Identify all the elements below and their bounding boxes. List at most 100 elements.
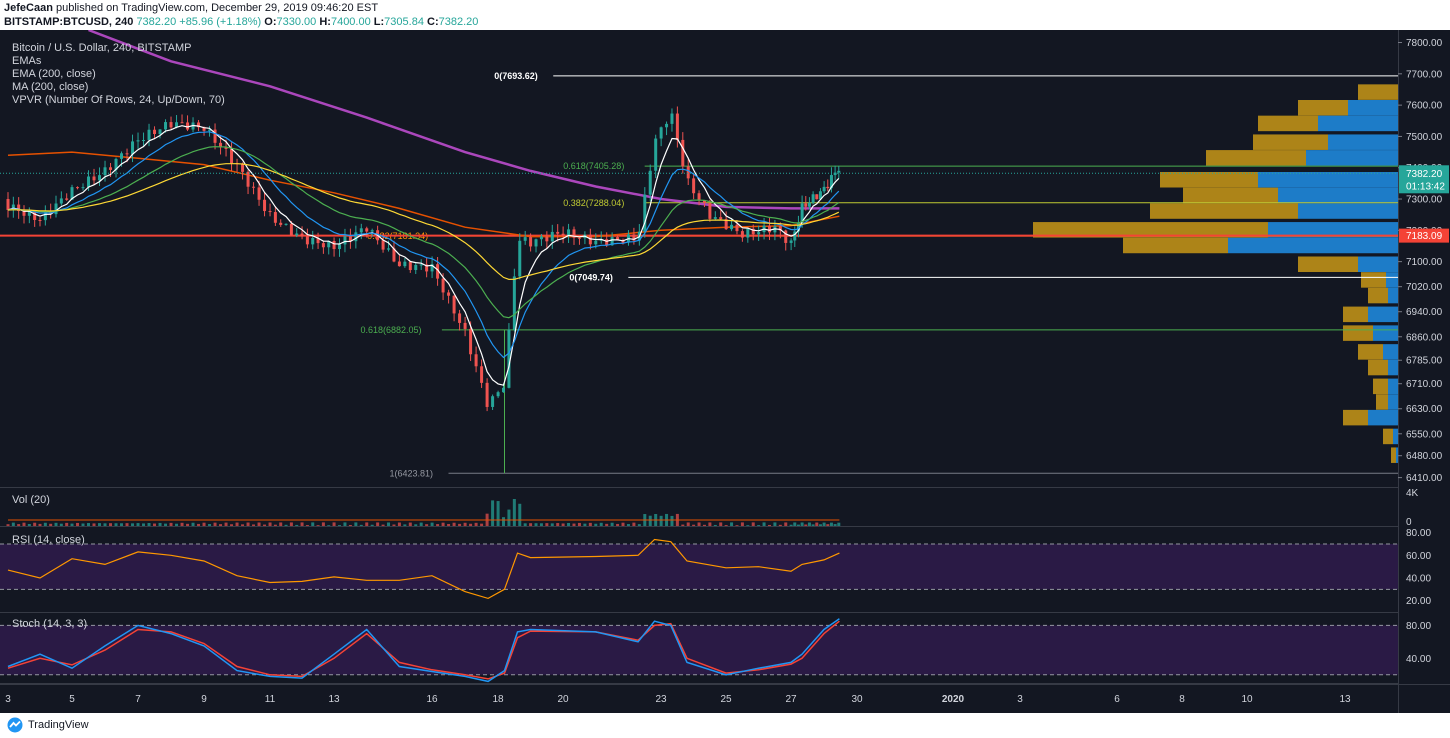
volume-bar (789, 524, 793, 526)
rsi-pane-label[interactable]: RSI (14, close) (12, 534, 85, 546)
candle-body (213, 129, 217, 143)
candle-body (730, 224, 734, 230)
legend-item-emas[interactable]: EMAs (12, 55, 42, 67)
candle-body (430, 264, 434, 272)
volume-bar (120, 523, 124, 526)
volume-bar (539, 523, 543, 526)
volume-bar (125, 523, 129, 526)
candle-body (98, 175, 102, 181)
candle-body (311, 238, 315, 245)
legend-item-ema200[interactable]: EMA (200, close) (12, 68, 96, 80)
volume-bar (605, 523, 609, 526)
vpvr-row-up (1388, 359, 1398, 376)
author-name[interactable]: JefeCaan (4, 2, 53, 14)
candle-body (186, 122, 190, 130)
legend-item-vpvr[interactable]: VPVR (Number Of Rows, 24, Up/Down, 70) (12, 94, 225, 106)
vol-pane-label[interactable]: Vol (20) (12, 494, 50, 506)
volume-bar (70, 523, 74, 526)
volume-bar (556, 523, 560, 526)
candle-body (837, 170, 841, 173)
candle-body (818, 191, 822, 200)
fib-level-label: 0.618(7405.28) (563, 161, 624, 171)
candle-body (480, 366, 484, 383)
candle-body (180, 122, 184, 124)
stoch-tick-label: 40.00 (1406, 654, 1431, 665)
volume-bar (474, 522, 478, 526)
volume-bar (724, 525, 728, 526)
candle-body (567, 229, 571, 236)
vpvr-row-up (1368, 409, 1398, 426)
volume-bar (713, 524, 717, 526)
chart-canvas[interactable]: 0(7693.62) 0.618(7405.28) 0.382(7288.04) 0.… (0, 30, 1450, 713)
legend-item-ma200[interactable]: MA (200, close) (12, 81, 89, 93)
vpvr-row-down (1160, 171, 1258, 188)
volume-bar (796, 524, 800, 526)
vpvr-row-down (1206, 150, 1306, 166)
volume-bar (740, 522, 744, 526)
chart-area[interactable]: 0(7693.62) 0.618(7405.28) 0.382(7288.04) 0.… (0, 30, 1450, 713)
volume-bar (343, 522, 347, 526)
symbol-line: BITSTAMP:BTCUSD, 240 7382.20 +85.96 (+1.… (4, 16, 478, 29)
candle-body (33, 210, 37, 221)
candle-body (463, 322, 467, 329)
fib-level-label: 1(6423.81) (390, 468, 434, 478)
candle-body (447, 292, 451, 296)
candle-body (556, 231, 560, 234)
candle-body (588, 234, 592, 245)
tradingview-logo[interactable]: TradingView (6, 717, 89, 733)
publish-text: published on TradingView.com, December 2… (52, 2, 379, 14)
candle-body (54, 203, 58, 215)
candle-body (332, 241, 336, 250)
candle-body (87, 176, 91, 188)
volume-bar (692, 524, 696, 526)
candle-body (594, 240, 598, 245)
legend-title[interactable]: Bitcoin / U.S. Dollar, 240, BITSTAMP (12, 42, 192, 54)
candle-body (403, 261, 407, 267)
candle-body (491, 396, 495, 407)
volume-bar (626, 524, 630, 526)
volume-bar (295, 524, 299, 526)
candle-body (43, 210, 47, 221)
candle-body (305, 236, 309, 245)
volume-bar (213, 522, 217, 526)
time-tick-label: 10 (1241, 694, 1253, 705)
vpvr-row-down (1376, 394, 1388, 410)
tradingview-brand: TradingView (28, 719, 89, 731)
candle-body (120, 153, 124, 159)
volume-bar (289, 522, 293, 526)
time-tick-label: 20 (557, 694, 569, 705)
volume-bar (496, 501, 500, 526)
vpvr-row-up (1386, 272, 1398, 288)
last-price-countdown: 01:13:42 (1406, 181, 1445, 192)
volume-bar (136, 523, 140, 526)
candle-body (829, 175, 833, 189)
candle-body (136, 140, 140, 142)
candle-body (387, 248, 391, 250)
candle-body (485, 382, 489, 407)
vpvr-row-down (1343, 325, 1373, 341)
vpvr-row-down (1253, 134, 1328, 150)
volume-bar (811, 524, 815, 526)
candle-body (702, 200, 706, 204)
candle-body (436, 264, 440, 279)
rsi-line (7, 538, 840, 600)
candle-body (518, 240, 522, 277)
time-tick-label: 27 (785, 694, 797, 705)
volume-bar (376, 522, 380, 526)
volume-bar (114, 523, 118, 526)
volume-bar (529, 523, 533, 526)
vpvr-row-down (1368, 359, 1388, 376)
volume-bar (17, 524, 21, 526)
ema200-line (88, 30, 840, 210)
vpvr-row-up (1268, 222, 1398, 238)
candle-body (27, 210, 31, 216)
volume-bar (208, 524, 212, 526)
stoch-pane-label[interactable]: Stoch (14, 3, 3) (12, 618, 88, 630)
volume-bar (512, 499, 516, 526)
candle-body (224, 147, 228, 149)
header-bar: JefeCaan published on TradingView.com, D… (0, 0, 1450, 30)
candle-body (512, 276, 516, 330)
candle-body (11, 204, 15, 210)
candle-body (295, 233, 299, 236)
candle-body (784, 230, 788, 243)
